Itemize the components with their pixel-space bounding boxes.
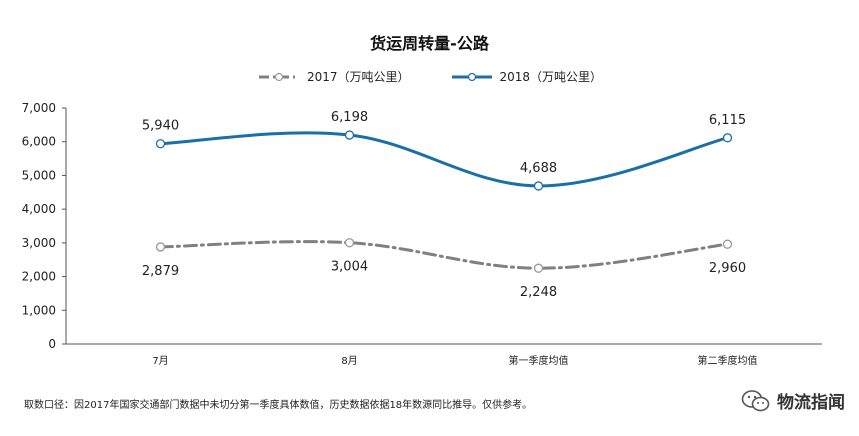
series-line-2017 — [159, 240, 729, 270]
legend-item-2018: 2018（万吨公里） — [450, 68, 603, 85]
brand-name: 物流指闻 — [777, 393, 845, 413]
legend-marker-2018 — [451, 72, 492, 81]
data-label-2017: 2,879 — [142, 264, 179, 279]
brand: 物流指闻 — [741, 388, 845, 413]
x-tick-label: 8月 — [341, 355, 357, 367]
y-tick-label: 3,000 — [22, 236, 56, 250]
legend-label-2017: 2017（万吨公里） — [306, 70, 410, 84]
x-tick-label: 7月 — [152, 355, 168, 367]
data-label-2018: 6,115 — [709, 113, 746, 128]
data-point-2018 — [533, 181, 544, 191]
data-point-2017 — [155, 242, 166, 252]
data-label-2017: 3,004 — [331, 260, 368, 275]
legend-marker-2017 — [258, 72, 299, 81]
y-tick-label: 5,000 — [22, 168, 56, 182]
data-point-2018 — [722, 133, 733, 143]
data-label-2017: 2,960 — [709, 261, 746, 276]
data-label-2018: 4,688 — [520, 161, 557, 176]
footnote: 取数口径：因2017年国家交通部门数据中未切分第一季度具体数值，历史数据依据18… — [24, 400, 533, 411]
data-point-2018 — [344, 130, 355, 140]
x-tick-label: 第二季度均值 — [698, 354, 758, 367]
series-line-2018 — [159, 131, 729, 188]
y-tick-label: 4,000 — [22, 202, 56, 216]
data-point-2017 — [533, 263, 544, 273]
y-tick-label: 6,000 — [22, 135, 56, 149]
y-tick-label: 1,000 — [22, 303, 56, 317]
legend: 2017（万吨公里） 2018（万吨公里） — [0, 68, 859, 85]
chart-title: 货运周转量-公路 — [370, 34, 489, 53]
legend-item-2017: 2017（万吨公里） — [257, 68, 410, 85]
y-tick-label: 2,000 — [22, 270, 56, 284]
data-point-2017 — [344, 238, 355, 248]
data-label-2018: 5,940 — [142, 119, 179, 134]
data-label-2018: 6,198 — [331, 110, 368, 125]
data-point-2018 — [155, 139, 166, 149]
y-tick-label: 0 — [48, 337, 56, 351]
wechat-icon — [741, 389, 770, 411]
y-tick-label: 7,000 — [22, 101, 56, 115]
x-tick-label: 第一季度均值 — [509, 354, 569, 367]
legend-label-2018: 2018（万吨公里） — [499, 70, 603, 84]
data-label-2017: 2,248 — [520, 285, 557, 300]
data-point-2017 — [722, 239, 733, 249]
